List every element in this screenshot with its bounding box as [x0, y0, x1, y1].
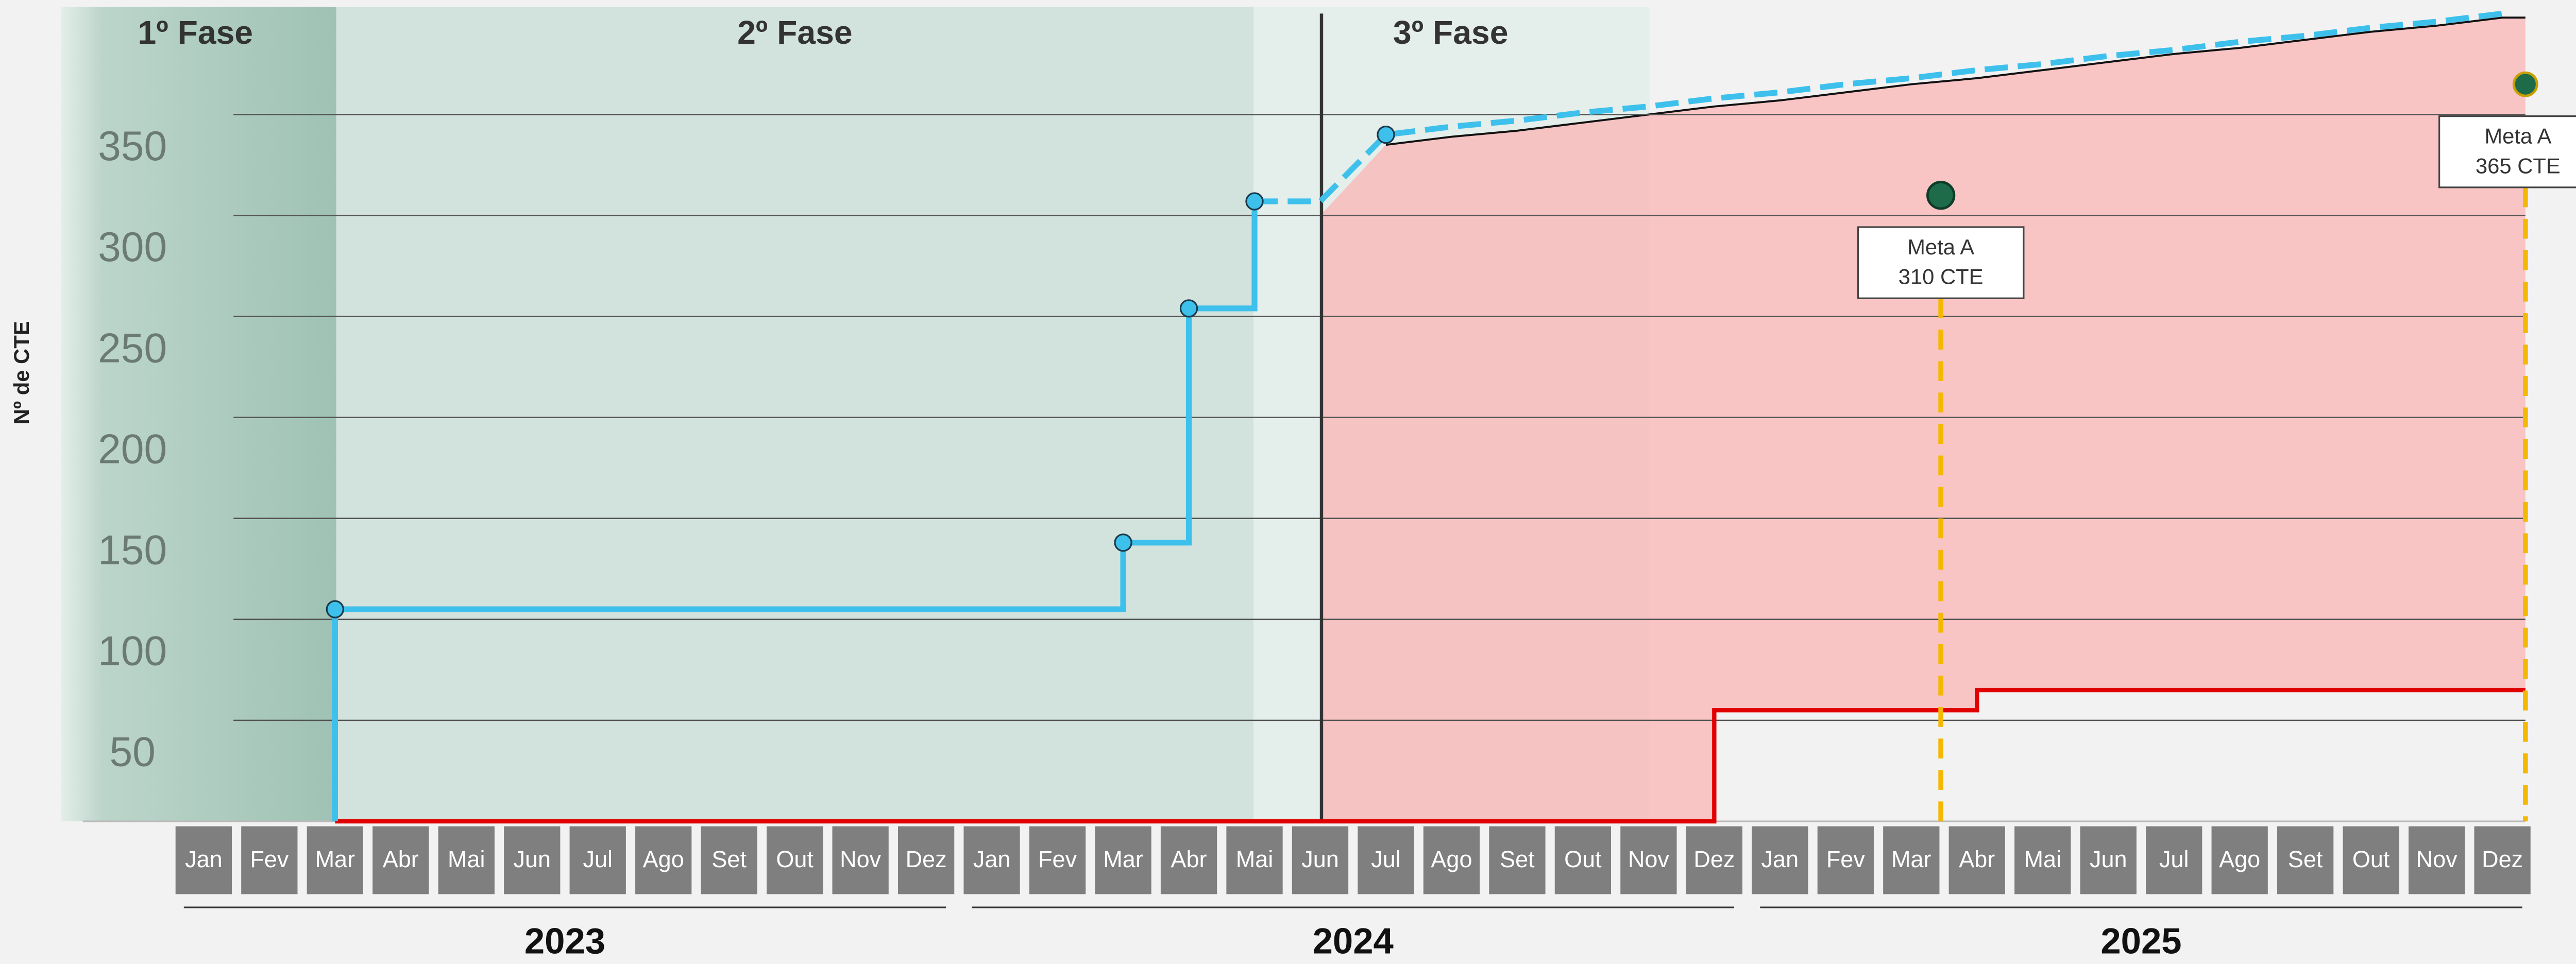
year-label: 2023 [524, 920, 605, 961]
y-tick-label: 200 [98, 426, 167, 472]
x-tick-label: Jul [2159, 846, 2189, 872]
x-tick-label: Mai [2024, 846, 2061, 872]
data-point [327, 601, 343, 617]
x-tick-label: Jul [1371, 846, 1401, 872]
x-tick-label: Jan [973, 846, 1011, 872]
x-tick-label: Jun [513, 846, 551, 872]
x-tick-label: Nov [840, 846, 882, 872]
x-tick-label: Fev [250, 846, 289, 872]
x-tick-label: Dez [906, 846, 947, 872]
y-tick-label: 250 [98, 325, 167, 371]
target-point [1927, 182, 1954, 209]
x-tick-label: Dez [2482, 846, 2523, 872]
y-tick-label: 350 [98, 123, 167, 169]
year-label: 2025 [2100, 920, 2181, 961]
x-tick-label: Mar [1891, 846, 1931, 872]
x-tick-label: Nov [1628, 846, 1670, 872]
x-tick-label: Jun [1301, 846, 1339, 872]
target-text: 310 CTE [1899, 265, 1984, 289]
x-tick-label: Set [2288, 846, 2323, 872]
x-tick-label: Mar [315, 846, 355, 872]
data-point [1115, 535, 1131, 551]
y-tick-label: 50 [109, 729, 155, 776]
phase-title: 2º Fase [737, 14, 853, 51]
x-tick-label: Ago [2219, 846, 2260, 872]
x-tick-label: Set [711, 846, 747, 872]
y-tick-label: 150 [98, 527, 167, 573]
x-tick-label: Mai [448, 846, 485, 872]
data-point [1378, 127, 1394, 143]
y-tick-label: 300 [98, 224, 167, 270]
x-tick-label: Jul [583, 846, 613, 872]
x-tick-label: Out [776, 846, 814, 872]
target-point [2514, 73, 2537, 96]
x-tick-label: Out [1564, 846, 1602, 872]
x-tick-label: Abr [1959, 846, 1995, 872]
chart: Nº de CTE 50 100 150 200 250 300 350 1º Fase 2º … [0, 0, 2576, 964]
x-tick-label: Jun [2090, 846, 2127, 872]
x-tick-label: Set [1500, 846, 1535, 872]
x-tick-label: Fev [1826, 846, 1866, 872]
phase-band [336, 7, 1254, 821]
data-point [1180, 300, 1197, 317]
x-tick-label: Abr [1171, 846, 1207, 872]
x-tick-label: Mai [1236, 846, 1274, 872]
x-tick-label: Nov [2416, 846, 2458, 872]
x-tick-label: Dez [1693, 846, 1735, 872]
target-text: 365 CTE [2476, 153, 2561, 178]
y-tick-label: 100 [98, 628, 167, 675]
phase-title: 3º Fase [1393, 14, 1509, 51]
data-point [1246, 193, 1263, 210]
x-tick-label: Jan [1761, 846, 1799, 872]
x-tick-label: Ago [643, 846, 684, 872]
x-tick-label: Abr [383, 846, 419, 872]
x-tick-label: Ago [1431, 846, 1472, 872]
x-tick-label: Mar [1103, 846, 1143, 872]
x-tick-label: Jan [185, 846, 223, 872]
target-label: Meta A [2484, 124, 2551, 148]
target-label: Meta A [1907, 235, 1974, 259]
x-tick-label: Fev [1038, 846, 1077, 872]
x-tick-label: Out [2352, 846, 2390, 872]
phase-title: 1º Fase [138, 14, 253, 51]
year-label: 2024 [1313, 920, 1394, 961]
y-axis-label: Nº de CTE [9, 321, 33, 424]
